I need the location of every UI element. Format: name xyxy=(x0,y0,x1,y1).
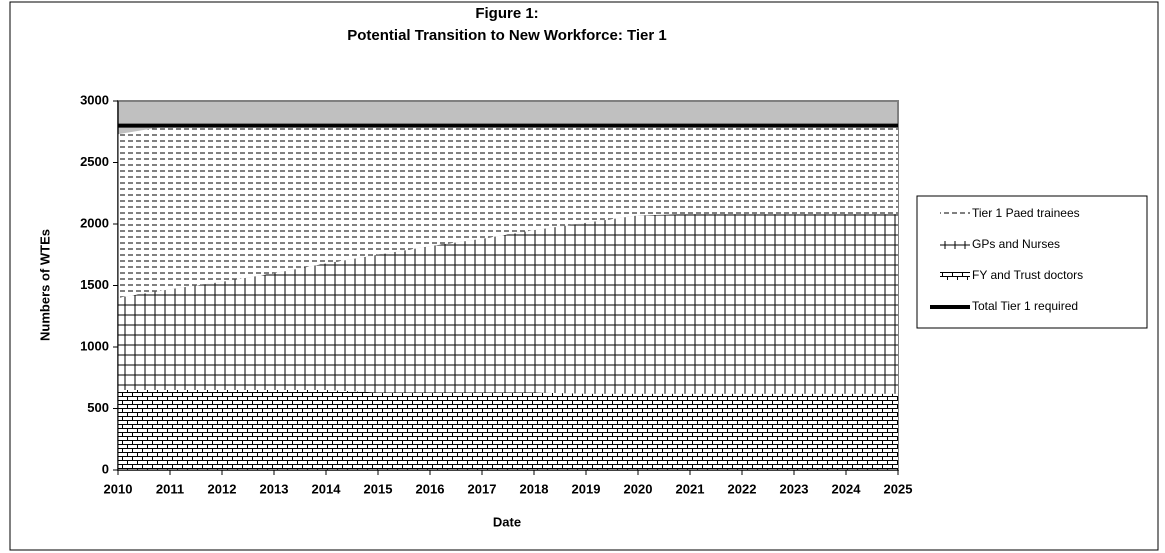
y-tick-label: 3000 xyxy=(80,92,109,107)
area xyxy=(118,390,898,470)
x-tick-label: 2010 xyxy=(104,481,133,496)
legend-swatch xyxy=(940,241,970,249)
x-axis-label: Date xyxy=(493,514,521,529)
legend-label: GPs and Nurses xyxy=(972,237,1060,251)
x-tick-label: 2019 xyxy=(572,481,601,496)
y-tick-label: 2500 xyxy=(80,154,109,169)
y-tick-label: 0 xyxy=(102,461,109,476)
legend-label: Total Tier 1 required xyxy=(972,299,1078,313)
x-tick-label: 2022 xyxy=(728,481,757,496)
legend-swatch xyxy=(940,210,970,218)
x-tick-label: 2015 xyxy=(364,481,393,496)
area xyxy=(118,214,898,394)
x-tick-label: 2025 xyxy=(884,481,913,496)
x-tick-label: 2011 xyxy=(156,481,184,496)
area xyxy=(118,125,898,298)
x-tick-label: 2014 xyxy=(312,481,342,496)
chart-subtitle: Potential Transition to New Workforce: T… xyxy=(347,27,667,44)
y-tick-label: 2000 xyxy=(80,215,109,230)
y-tick-label: 500 xyxy=(87,400,109,415)
x-tick-label: 2013 xyxy=(260,481,289,496)
y-tick-label: 1500 xyxy=(80,277,109,292)
x-tick-label: 2024 xyxy=(832,481,862,496)
x-tick-label: 2017 xyxy=(468,481,497,496)
x-tick-label: 2016 xyxy=(416,481,445,496)
x-tick-label: 2012 xyxy=(208,481,237,496)
x-tick-label: 2018 xyxy=(520,481,549,496)
x-tick-label: 2023 xyxy=(780,481,809,496)
legend-label: Tier 1 Paed trainees xyxy=(972,206,1080,220)
chart-title: Figure 1: xyxy=(475,5,538,22)
legend-label: FY and Trust doctors xyxy=(972,268,1083,282)
y-tick-label: 1000 xyxy=(80,338,109,353)
x-tick-label: 2021 xyxy=(676,481,705,496)
legend-swatch xyxy=(940,272,970,280)
x-tick-label: 2020 xyxy=(624,481,653,496)
y-axis-label: Numbers of WTEs xyxy=(37,229,52,341)
